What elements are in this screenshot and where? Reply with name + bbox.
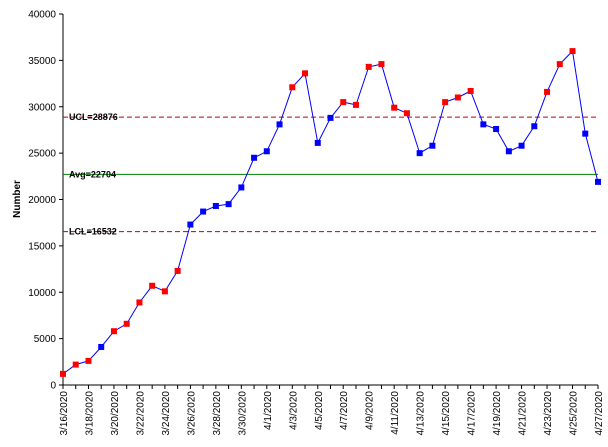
x-tick-label: 4/17/2020 <box>467 391 478 436</box>
reference-line-label: LCL=16532 <box>69 227 117 237</box>
data-point <box>391 104 398 111</box>
series-line <box>62 50 599 375</box>
data-point <box>212 202 219 209</box>
data-point <box>352 101 359 108</box>
y-tick-label: 35000 <box>28 56 56 67</box>
data-point <box>518 142 525 149</box>
data-point <box>569 48 576 55</box>
data-point <box>480 121 487 128</box>
x-tick-label: 3/24/2020 <box>161 391 172 436</box>
data-point <box>187 221 194 228</box>
data-point <box>531 123 538 130</box>
x-tick-label: 3/20/2020 <box>110 391 121 436</box>
x-tick-label: 4/13/2020 <box>416 391 427 436</box>
data-point <box>429 142 436 149</box>
data-point <box>544 88 551 95</box>
y-tick-label: 40000 <box>28 10 56 21</box>
data-point <box>556 61 563 68</box>
data-point <box>340 99 347 106</box>
data-series <box>62 50 599 375</box>
y-tick-label: 25000 <box>28 149 56 160</box>
x-tick-label: 4/19/2020 <box>492 391 503 436</box>
data-point <box>174 267 181 274</box>
labels: Number <box>12 180 23 218</box>
data-point <box>276 121 283 128</box>
data-point <box>136 299 143 306</box>
data-point <box>72 361 79 368</box>
x-tick-label: 3/22/2020 <box>135 391 146 436</box>
data-point <box>378 61 385 68</box>
data-point <box>225 201 232 208</box>
x-tick-label: 3/28/2020 <box>212 391 223 436</box>
data-point <box>251 154 258 161</box>
data-point <box>302 70 309 77</box>
data-point <box>582 130 589 137</box>
x-tick-label: 3/26/2020 <box>186 391 197 436</box>
x-tick-label: 4/15/2020 <box>441 391 452 436</box>
y-tick-label: 10000 <box>28 288 56 299</box>
data-point <box>403 110 410 117</box>
data-point <box>467 87 474 94</box>
data-point <box>314 139 321 146</box>
data-point <box>263 148 270 155</box>
data-point <box>493 126 500 133</box>
data-point <box>289 84 296 91</box>
data-point <box>85 357 92 364</box>
y-axis-title: Number <box>12 180 23 218</box>
x-tick-label: 4/11/2020 <box>390 391 401 435</box>
x-tick-label: 3/30/2020 <box>237 391 248 436</box>
x-tick-label: 4/27/2020 <box>594 391 605 436</box>
data-point <box>123 320 130 327</box>
data-point <box>98 343 105 350</box>
reference-line-label: Avg=22704 <box>69 169 116 179</box>
data-point <box>161 288 168 295</box>
data-point <box>595 178 601 185</box>
x-tick-label: 4/21/2020 <box>518 391 529 436</box>
data-point <box>442 99 449 106</box>
x-tick-label: 4/23/2020 <box>543 391 554 436</box>
x-tick-label: 4/1/2020 <box>263 391 274 430</box>
x-tick-label: 3/16/2020 <box>59 391 70 436</box>
y-tick-label: 0 <box>50 381 56 392</box>
x-tick-label: 4/3/2020 <box>288 391 299 430</box>
data-point <box>238 184 245 191</box>
reference-line-label: UCL=28876 <box>69 112 118 122</box>
y-tick-label: 15000 <box>28 241 56 252</box>
data-point <box>60 370 66 377</box>
data-point <box>365 63 372 70</box>
x-tick-label: 3/18/2020 <box>84 391 95 436</box>
reference-lines: UCL=28876 Avg=22704 LCL=16532 <box>63 112 598 237</box>
data-point <box>200 208 207 215</box>
x-tick-label: 4/9/2020 <box>365 391 376 430</box>
axes: 0 5000 10000 15000 20000 25000 30000 35000 40000… <box>28 10 605 436</box>
data-point <box>505 148 512 155</box>
data-point <box>110 328 117 335</box>
y-tick-label: 5000 <box>34 334 57 345</box>
data-point <box>416 150 423 157</box>
x-tick-label: 4/7/2020 <box>339 391 350 430</box>
x-tick-label: 4/25/2020 <box>569 391 580 436</box>
x-tick-label: 4/5/2020 <box>314 391 325 430</box>
data-point <box>327 114 334 121</box>
data-point <box>454 94 461 101</box>
y-tick-label: 30000 <box>28 102 56 113</box>
data-markers <box>60 48 601 377</box>
y-tick-label: 20000 <box>28 195 56 206</box>
data-point <box>149 282 156 289</box>
